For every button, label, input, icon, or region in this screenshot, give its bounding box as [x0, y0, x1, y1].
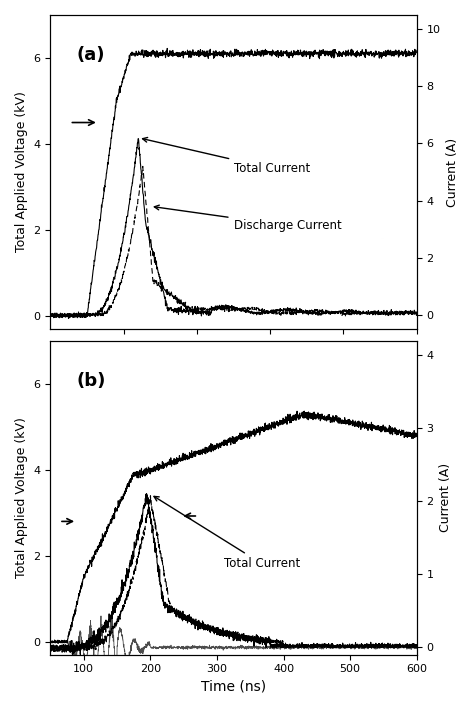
- Y-axis label: Current (A): Current (A): [446, 138, 459, 206]
- Text: Total Current: Total Current: [154, 496, 300, 570]
- Text: Total Current: Total Current: [143, 138, 310, 175]
- Y-axis label: Total Applied Voltage (kV): Total Applied Voltage (kV): [15, 91, 28, 252]
- Y-axis label: Current (A): Current (A): [439, 463, 452, 532]
- Text: (b): (b): [76, 372, 105, 390]
- Text: (a): (a): [76, 46, 105, 65]
- X-axis label: Time (ns): Time (ns): [201, 680, 266, 694]
- Y-axis label: Total Applied Voltage (kV): Total Applied Voltage (kV): [15, 418, 28, 578]
- Text: Discharge Current: Discharge Current: [155, 205, 341, 232]
